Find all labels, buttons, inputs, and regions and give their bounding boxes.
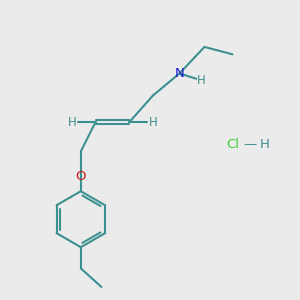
Text: —: — <box>244 138 257 151</box>
Text: O: O <box>76 170 86 183</box>
Text: H: H <box>260 138 270 151</box>
Text: Cl: Cl <box>226 138 239 151</box>
Text: H: H <box>148 116 157 128</box>
Text: N: N <box>175 67 184 80</box>
Text: H: H <box>68 116 76 128</box>
Text: H: H <box>197 74 206 87</box>
